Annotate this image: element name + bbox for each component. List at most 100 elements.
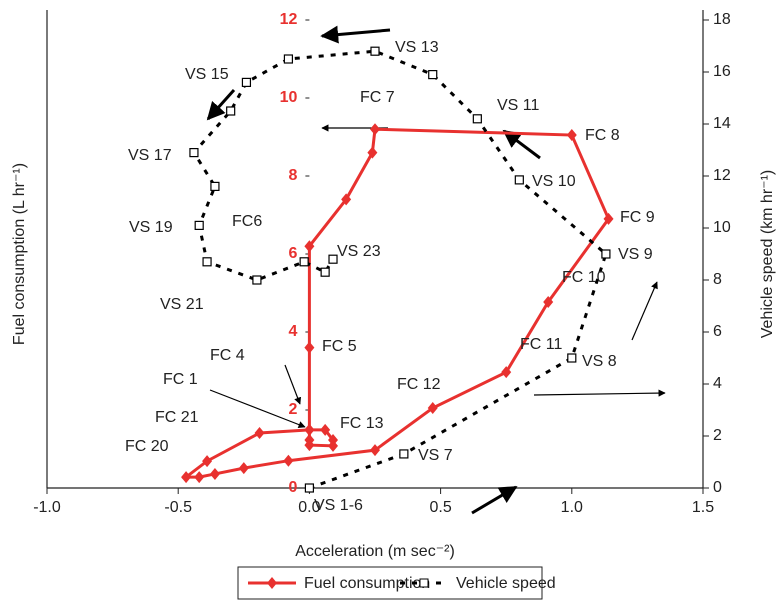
y-axis-label: Fuel consumption (L hr⁻¹) <box>11 163 28 345</box>
annotation: VS 1-6 <box>314 497 363 514</box>
y2-tick-label: 8 <box>713 271 722 288</box>
data-point <box>202 257 212 267</box>
annotation: FC 10 <box>562 269 606 286</box>
legend-marker <box>419 578 429 588</box>
data-point <box>370 123 380 136</box>
annotation: VS 7 <box>418 447 453 464</box>
annotation: FC 12 <box>397 376 441 393</box>
legend-marker <box>267 577 277 589</box>
annotation: FC 4 <box>210 347 245 364</box>
annotation: VS 21 <box>160 296 204 313</box>
arrow <box>533 389 666 397</box>
x-tick-label: -0.5 <box>164 499 192 516</box>
annotation: FC 9 <box>620 209 655 226</box>
annotation: VS 9 <box>618 246 653 263</box>
arrow <box>284 364 302 405</box>
y2-tick-label: 2 <box>713 427 722 444</box>
data-point <box>304 439 315 452</box>
data-point <box>367 146 378 159</box>
annotation: VS 10 <box>532 173 576 190</box>
data-point <box>472 114 482 124</box>
x-tick-label: 0.5 <box>429 499 451 516</box>
data-point <box>543 295 554 308</box>
arrow <box>209 389 306 429</box>
annotation: VS 13 <box>395 39 439 56</box>
arrow <box>206 88 236 121</box>
data-point <box>566 129 577 142</box>
annotation: FC 1 <box>163 371 198 388</box>
y2-tick-label: 4 <box>713 375 722 392</box>
x-tick-label: -1.0 <box>33 499 61 516</box>
data-point <box>210 181 220 191</box>
annotation: VS 8 <box>582 353 617 370</box>
annotation: VS 23 <box>337 243 381 260</box>
data-point <box>567 353 577 363</box>
y2-axis-label: Vehicle speed (km hr⁻¹) <box>759 170 776 339</box>
annotation: VS 17 <box>128 147 172 164</box>
series-line <box>192 49 608 490</box>
annotation: VS 11 <box>497 97 540 114</box>
annotation: FC 5 <box>322 338 357 355</box>
data-point <box>427 402 438 415</box>
data-point <box>209 467 220 480</box>
annotation: FC 11 <box>520 336 562 353</box>
arrow <box>320 25 391 44</box>
data-point <box>320 267 330 277</box>
arrows <box>206 25 666 515</box>
data-point <box>370 46 380 56</box>
data-point <box>189 148 199 158</box>
annotation: FC 7 <box>360 89 395 106</box>
y2-tick-label: 0 <box>713 479 722 496</box>
data-point <box>328 439 339 452</box>
data-point <box>501 366 512 379</box>
legend-label: Fuel consumption <box>304 575 430 592</box>
arrow <box>631 281 658 341</box>
arrow <box>471 485 518 515</box>
data-point <box>304 240 315 253</box>
data-point <box>254 427 265 440</box>
y-tick-label: 8 <box>288 167 297 184</box>
annotation: FC 21 <box>155 409 199 426</box>
legend-item: Vehicle speed <box>400 575 556 592</box>
y2-tick-label: 12 <box>713 167 731 184</box>
legend-item: Fuel consumption <box>248 575 430 592</box>
y2-tick-label: 6 <box>713 323 722 340</box>
x-tick-label: 1.0 <box>561 499 583 516</box>
data-point <box>328 254 338 264</box>
annotation: FC 13 <box>340 415 384 432</box>
y-tick-label: 2 <box>288 401 297 418</box>
y-tick-label: 12 <box>280 11 298 28</box>
annotation: VS 19 <box>129 219 173 236</box>
y-tick-label: 0 <box>288 479 297 496</box>
data-point <box>428 69 438 80</box>
data-point <box>341 193 352 206</box>
data-point <box>226 106 236 116</box>
data-point <box>304 483 314 493</box>
x-axis-label: Acceleration (m sec⁻²) <box>295 543 455 560</box>
legend-label: Vehicle speed <box>456 575 556 592</box>
data-point <box>304 341 315 354</box>
data-point <box>601 249 611 259</box>
data-point <box>194 471 205 484</box>
data-point <box>399 449 409 459</box>
data-point <box>299 257 309 267</box>
y-tick-label: 4 <box>288 323 297 340</box>
axes <box>46 10 704 489</box>
data-point <box>304 423 315 436</box>
data-point <box>603 212 614 225</box>
y-tick-label: 6 <box>288 245 297 262</box>
annotation: FC 8 <box>585 127 620 144</box>
data-point <box>283 454 294 467</box>
arrow <box>502 129 541 160</box>
annotation: VS 15 <box>185 66 229 83</box>
data-point <box>252 275 262 285</box>
y2-tick-label: 10 <box>713 219 731 236</box>
y2-tick-label: 18 <box>713 11 731 28</box>
data-point <box>283 54 294 64</box>
data-point <box>238 462 249 475</box>
data-point <box>320 423 331 436</box>
y2-tick-label: 16 <box>713 63 731 80</box>
annotation: FC6 <box>232 213 262 230</box>
data-point <box>370 444 380 457</box>
